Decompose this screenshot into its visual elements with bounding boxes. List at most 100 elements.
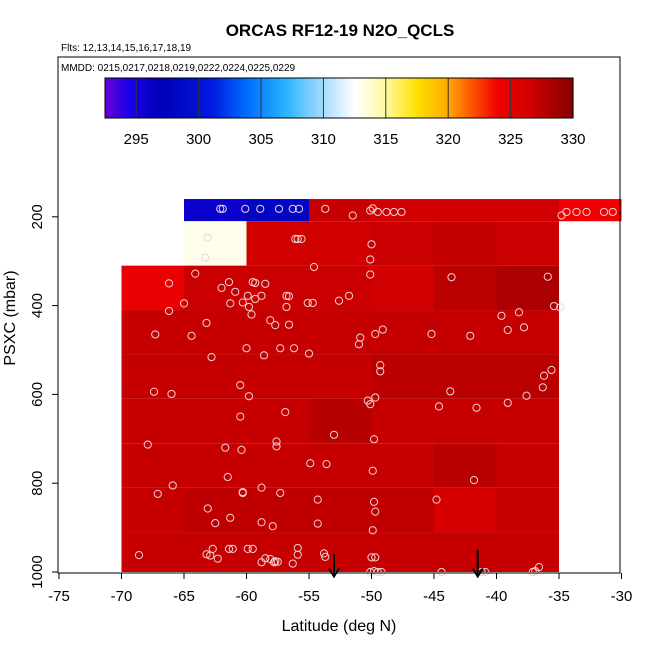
colorbar-swatch (242, 78, 246, 118)
data-point (272, 442, 281, 451)
data-point (276, 488, 285, 498)
data-point (191, 269, 200, 278)
colorbar-swatch (485, 78, 489, 118)
data-point (334, 296, 344, 305)
data-point (251, 278, 260, 288)
colorbar-swatch (125, 78, 129, 118)
heatmap-cell (184, 221, 247, 266)
heatmap-cell (121, 532, 559, 572)
data-point (282, 302, 291, 312)
data-point (168, 481, 177, 490)
colorbar-swatch (148, 78, 153, 118)
data-point (367, 553, 376, 562)
data-point (179, 299, 189, 308)
colorbar-swatch (529, 78, 533, 118)
data-point (539, 371, 549, 380)
data-point (378, 325, 387, 334)
data-point (236, 380, 245, 390)
colorbar-swatch (356, 78, 361, 118)
data-point (201, 253, 210, 262)
colorbar-swatch (549, 78, 554, 118)
colorbar-swatch (154, 78, 159, 118)
colorbar-swatch (113, 78, 118, 118)
colorbar-swatch (186, 78, 191, 118)
data-point (538, 383, 547, 392)
colorbar-swatch (441, 78, 445, 118)
colorbar-swatch (426, 78, 431, 118)
data-point (213, 554, 222, 563)
colorbar-swatch (502, 78, 507, 118)
data-point (164, 306, 174, 316)
colorbar-swatch (236, 78, 241, 118)
x-tick-label: -40 (486, 588, 508, 605)
heatmap-cell (309, 398, 372, 444)
data-point (366, 567, 375, 577)
colorbar-swatch (198, 78, 203, 118)
colorbar-swatch (391, 78, 396, 118)
heatmap-cell (184, 265, 372, 311)
data-point (244, 392, 254, 401)
data-point (238, 298, 247, 307)
heatmap-cell (371, 354, 559, 399)
heatmap-cell (184, 487, 434, 533)
data-point (207, 353, 216, 362)
data-point (203, 504, 212, 513)
data-point (276, 344, 285, 353)
data-point (217, 283, 226, 292)
data-point (266, 316, 275, 325)
colorbar-swatch (564, 78, 568, 118)
colorbar-swatch (488, 78, 492, 118)
colorbar-swatch (470, 78, 475, 118)
data-point (238, 488, 247, 498)
data-point (514, 308, 524, 317)
colorbar-swatch (479, 78, 483, 118)
data-point (167, 389, 176, 399)
arrow-head (471, 567, 484, 579)
data-point (549, 301, 559, 311)
colorbar-swatch (204, 78, 208, 118)
plot-frame (57, 56, 621, 574)
y-tick-label: 800 (29, 471, 46, 496)
data-point (369, 497, 379, 506)
x-tick-label: -45 (423, 588, 445, 605)
colorbar-swatch (207, 78, 211, 118)
data-point (297, 234, 306, 244)
colorbar-swatch (110, 78, 115, 118)
y-axis: 200 400 600 800 1000 (29, 204, 58, 589)
colorbar-swatch (350, 78, 355, 118)
heatmap-cell (371, 199, 559, 222)
colorbar-swatch (277, 78, 282, 118)
colorbar-swatch (216, 78, 220, 118)
colorbar-tick-label: 325 (498, 131, 523, 148)
colorbar-swatch (222, 78, 226, 118)
colorbar-swatch (339, 78, 343, 118)
colorbar-swatch (227, 78, 232, 118)
data-point (322, 460, 331, 469)
data-point (472, 403, 481, 412)
x-tick-label: -60 (236, 588, 258, 605)
colorbar-swatch (233, 78, 238, 118)
data-point (562, 207, 571, 217)
colorbar-swatch (374, 78, 378, 118)
data-point (291, 234, 300, 244)
colorbar-tick-label: 305 (248, 131, 273, 148)
data-point (503, 398, 512, 407)
heatmap-cell (434, 265, 497, 311)
data-point (236, 412, 245, 421)
colorbar-swatch (444, 78, 448, 118)
colorbar-swatch (412, 78, 416, 118)
colorbar-swatch (239, 78, 244, 118)
colorbar-swatch (107, 78, 112, 118)
colorbar-swatch (286, 78, 290, 118)
heatmap-cell (246, 221, 372, 266)
data-point (228, 544, 237, 554)
colorbar-swatch (251, 78, 255, 118)
data-point (366, 270, 375, 279)
colorbar-swatch (403, 78, 407, 118)
colorbar-swatch (473, 78, 478, 118)
colorbar-swatch (219, 78, 223, 118)
x-tick-label: -70 (111, 588, 133, 605)
data-point (321, 204, 330, 213)
data-point (321, 552, 330, 562)
heatmap-cells (121, 199, 622, 572)
